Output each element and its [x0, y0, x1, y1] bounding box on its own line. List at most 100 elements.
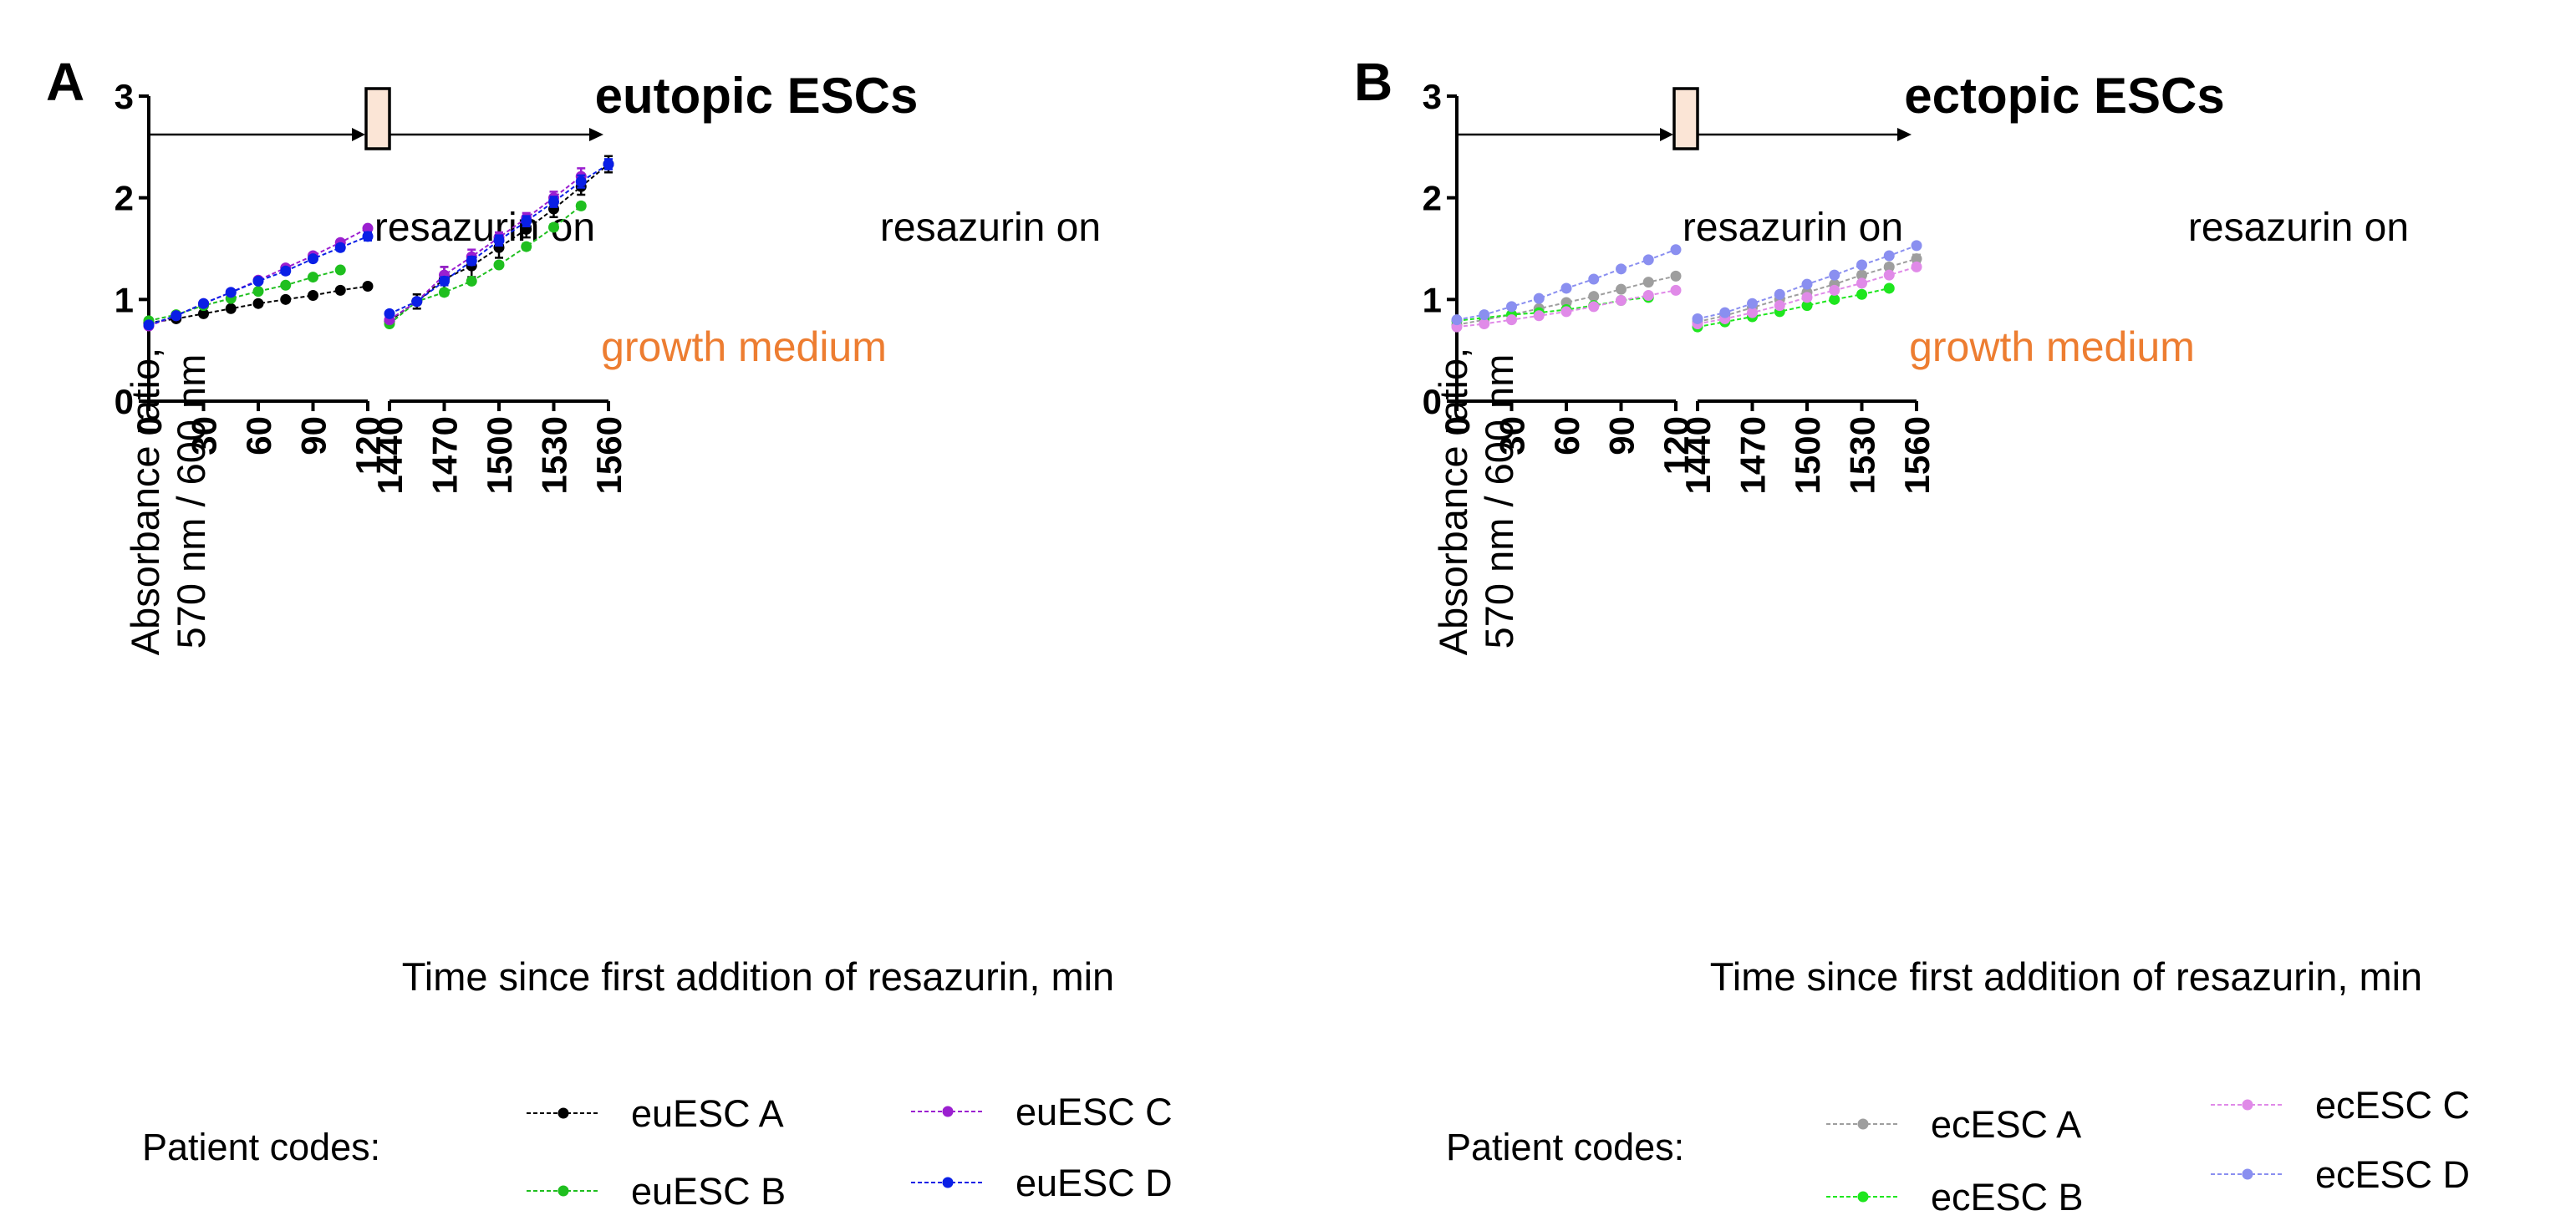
data-point: [1911, 253, 1922, 265]
series-ecesc-a: [1451, 253, 1922, 331]
data-point: [1560, 306, 1572, 318]
data-point: [1774, 288, 1785, 300]
annotation-resazurin-left: resazurin on: [374, 206, 595, 250]
x-tick-label: 60: [1547, 416, 1586, 455]
legend-item: euESC D: [911, 1162, 1173, 1204]
data-point: [1506, 301, 1517, 313]
data-point: [1747, 307, 1758, 318]
data-point: [1856, 288, 1867, 300]
series-ecesc-c: [1451, 261, 1922, 333]
data-point: [1829, 293, 1840, 305]
data-point: [1616, 263, 1627, 275]
series-line: [1456, 275, 1677, 326]
data-point: [466, 255, 477, 267]
data-point: [575, 175, 587, 187]
plot-area: [1451, 240, 1922, 333]
legend-label: euESC A: [631, 1092, 784, 1135]
x-tick-label: 1440: [1678, 416, 1718, 494]
data-point: [252, 275, 264, 287]
legend-title: Patient codes:: [142, 1126, 380, 1168]
data-point: [1670, 244, 1682, 256]
arrowhead-left: [352, 128, 365, 141]
data-point: [362, 281, 374, 292]
data-point: [1801, 300, 1813, 312]
y-tick-label: 2: [1423, 179, 1442, 218]
legend-item: ecESC B: [1826, 1176, 2084, 1218]
data-point: [1747, 298, 1758, 309]
x-tick-label: 30: [1493, 416, 1532, 455]
data-point: [1670, 270, 1682, 282]
data-point: [1911, 240, 1922, 252]
growth-medium-box: [364, 87, 391, 150]
chart-title: eutopic ESCs: [595, 68, 919, 124]
chart-title: ectopic ESCs: [1904, 68, 2224, 124]
data-point: [1883, 282, 1895, 294]
legend-marker: [1857, 1118, 1869, 1130]
data-point: [1883, 261, 1895, 272]
series-line: [1697, 266, 1917, 325]
legend-item: ecESC C: [2211, 1084, 2470, 1127]
data-point: [1911, 261, 1922, 272]
panel-a: A eutopic ESCs Absorbance ratio, 570 nm …: [46, 52, 1173, 1213]
legend-item: ecESC A: [1826, 1103, 2081, 1146]
data-point: [548, 221, 559, 233]
data-point: [1642, 277, 1654, 288]
legend-item: euESC B: [527, 1170, 786, 1213]
y-axis-label-line1: Absorbance ratio,: [1431, 348, 1475, 655]
x-tick-label: 60: [239, 416, 278, 455]
annotation-resazurin-right: resazurin on: [880, 206, 1101, 250]
annotation-growth-medium: growth medium: [1909, 323, 2195, 370]
data-point: [1719, 307, 1731, 318]
data-point: [362, 222, 374, 234]
data-point: [252, 286, 264, 298]
data-point: [334, 264, 346, 276]
data-point: [308, 289, 318, 301]
x-tick-label: 0: [1438, 416, 1477, 435]
annotation-resazurin-right: resazurin on: [2188, 206, 2409, 250]
legend-marker: [2242, 1168, 2253, 1180]
x-tick-label: 1560: [589, 416, 629, 494]
y-tick-label: 0: [115, 382, 134, 421]
data-point: [1883, 269, 1895, 281]
y-axis-label-line1: Absorbance ratio,: [123, 348, 167, 655]
legend-label: ecESC A: [1931, 1103, 2081, 1146]
data-point: [1506, 314, 1517, 326]
legend-item: euESC A: [527, 1092, 784, 1135]
arrowhead-right: [589, 128, 603, 141]
legend-marker: [557, 1185, 569, 1197]
legend-item: ecESC D: [2211, 1153, 2470, 1196]
legend-marker: [942, 1177, 954, 1188]
legend-marker: [557, 1107, 569, 1119]
data-point: [1642, 254, 1654, 266]
data-point: [603, 159, 614, 170]
data-point: [1692, 313, 1703, 324]
y-axis-label-line2: 570 nm / 600 nm: [1477, 354, 1521, 649]
y-tick-label: 2: [115, 179, 134, 218]
series-ecesc-d: [1451, 240, 1922, 326]
data-point: [308, 253, 318, 265]
data-point: [1588, 291, 1600, 303]
y-tick-label: 3: [1423, 77, 1442, 116]
data-point: [1588, 301, 1600, 313]
data-point: [280, 293, 292, 305]
panel-b: B ectopic ESCs Absorbance ratio, 570 nm …: [1354, 52, 2470, 1218]
data-point: [362, 231, 374, 242]
x-tick-label: 1470: [425, 416, 465, 494]
x-tick-label: 120: [349, 416, 388, 475]
legend-marker: [2242, 1099, 2253, 1111]
annotation-resazurin-left: resazurin on: [1683, 206, 1903, 250]
series-line: [148, 285, 369, 324]
x-tick-label: 1440: [370, 416, 410, 494]
y-tick-label: 1: [1423, 280, 1442, 319]
x-axis-label: Time since first addition of resazurin, …: [402, 954, 1114, 999]
legend-label: euESC C: [1016, 1091, 1173, 1133]
x-tick-label: 90: [294, 416, 333, 455]
data-point: [548, 196, 559, 208]
x-tick-label: 1500: [480, 416, 519, 494]
series-line: [389, 163, 609, 315]
data-point: [384, 308, 395, 319]
x-tick-label: 120: [1657, 416, 1696, 475]
growth-medium-box: [1672, 87, 1699, 150]
